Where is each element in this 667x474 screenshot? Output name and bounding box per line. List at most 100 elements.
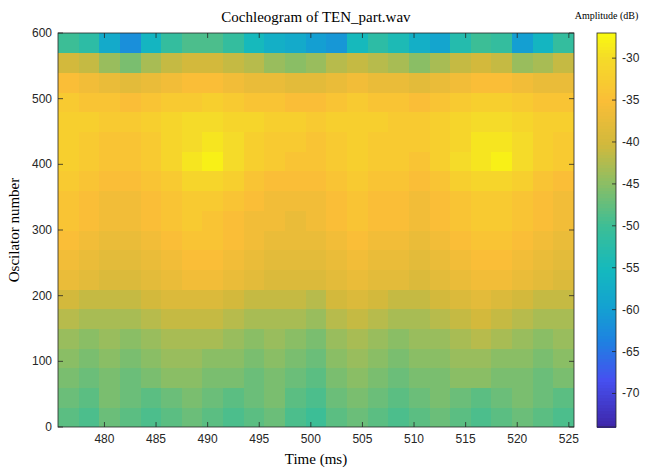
x-tick: [207, 422, 208, 427]
heat-cell: [99, 407, 120, 427]
heat-cell: [533, 309, 554, 329]
heat-cell: [58, 132, 79, 152]
heat-cell: [223, 230, 244, 250]
heat-cell: [244, 171, 265, 191]
heat-cell: [450, 269, 471, 289]
x-tick: [104, 422, 105, 427]
heat-cell: [161, 368, 182, 388]
heat-cell: [368, 92, 389, 112]
heat-cell: [430, 72, 451, 92]
colorbar-band: [597, 33, 616, 37]
heat-cell: [99, 132, 120, 152]
heat-cell: [79, 92, 100, 112]
x-tick: [310, 422, 311, 427]
heat-cell: [264, 269, 285, 289]
heat-cell: [430, 92, 451, 112]
plot-frame: [58, 33, 574, 427]
heat-cell: [368, 388, 389, 408]
heat-cell: [264, 112, 285, 132]
heat-cell: [161, 250, 182, 270]
y-tick: [58, 164, 63, 165]
heat-cell: [388, 230, 409, 250]
heat-cell: [79, 132, 100, 152]
heat-cell: [553, 269, 574, 289]
heat-cell: [306, 309, 327, 329]
heat-cell: [264, 289, 285, 309]
heat-cell: [533, 289, 554, 309]
heat-cell: [368, 53, 389, 73]
heat-cell: [182, 210, 203, 230]
heat-cell: [202, 368, 223, 388]
heat-cell: [491, 92, 512, 112]
y-axis-title: Oscilator number: [6, 178, 22, 283]
heat-cell: [471, 388, 492, 408]
heat-cell: [347, 289, 368, 309]
heat-cell: [430, 269, 451, 289]
heat-cell: [409, 72, 430, 92]
colorbar-tick-label: -50: [622, 219, 640, 233]
heat-cell: [244, 151, 265, 171]
colorbar-tick-label: -65: [622, 345, 640, 359]
heat-cell: [223, 407, 244, 427]
heat-cell: [161, 171, 182, 191]
heat-cell: [141, 92, 162, 112]
heat-cell: [512, 210, 533, 230]
heat-cell: [182, 33, 203, 53]
heat-cell: [99, 53, 120, 73]
heat-cell: [264, 92, 285, 112]
heat-cell: [471, 250, 492, 270]
heat-cell: [326, 230, 347, 250]
heat-cell: [99, 230, 120, 250]
heat-cell: [58, 72, 79, 92]
x-tick-label: 515: [456, 432, 476, 446]
heat-cell: [182, 72, 203, 92]
heat-cell: [450, 112, 471, 132]
y-tick: [569, 361, 574, 362]
x-tick-label: 495: [249, 432, 269, 446]
heat-cell: [368, 33, 389, 53]
x-tick-label: 510: [404, 432, 424, 446]
heat-cell: [264, 329, 285, 349]
heat-cell: [99, 309, 120, 329]
heat-cell: [368, 368, 389, 388]
heat-cell: [141, 269, 162, 289]
heat-cell: [264, 309, 285, 329]
heat-cell: [450, 72, 471, 92]
y-tick-label: 100: [32, 354, 52, 368]
colorbar-tick: [612, 183, 616, 184]
heat-cell: [223, 269, 244, 289]
colorbar-tick-label: -60: [622, 303, 640, 317]
heat-cell: [58, 151, 79, 171]
heat-cell: [491, 348, 512, 368]
x-axis-title: Time (ms): [285, 451, 347, 468]
heat-cell: [430, 191, 451, 211]
heat-cell: [99, 250, 120, 270]
heat-cell: [141, 309, 162, 329]
heat-cell: [202, 151, 223, 171]
heat-cell: [120, 388, 141, 408]
heat-cell: [326, 33, 347, 53]
heat-cell: [533, 72, 554, 92]
heat-cell: [202, 230, 223, 250]
heat-cell: [202, 92, 223, 112]
x-tick: [517, 422, 518, 427]
heat-cell: [430, 230, 451, 250]
heat-cell: [58, 289, 79, 309]
heat-cell: [471, 269, 492, 289]
heat-cell: [285, 407, 306, 427]
heat-cell: [491, 388, 512, 408]
heat-cell: [141, 53, 162, 73]
heat-cell: [161, 53, 182, 73]
heat-cell: [161, 191, 182, 211]
heat-cell: [553, 53, 574, 73]
heat-cell: [409, 210, 430, 230]
heat-cell: [306, 269, 327, 289]
heat-cell: [430, 210, 451, 230]
heat-cell: [326, 72, 347, 92]
heat-cell: [347, 230, 368, 250]
heat-cell: [347, 151, 368, 171]
heat-cell: [182, 53, 203, 73]
heat-cell: [430, 171, 451, 191]
heat-cell: [533, 191, 554, 211]
heat-cell: [388, 210, 409, 230]
